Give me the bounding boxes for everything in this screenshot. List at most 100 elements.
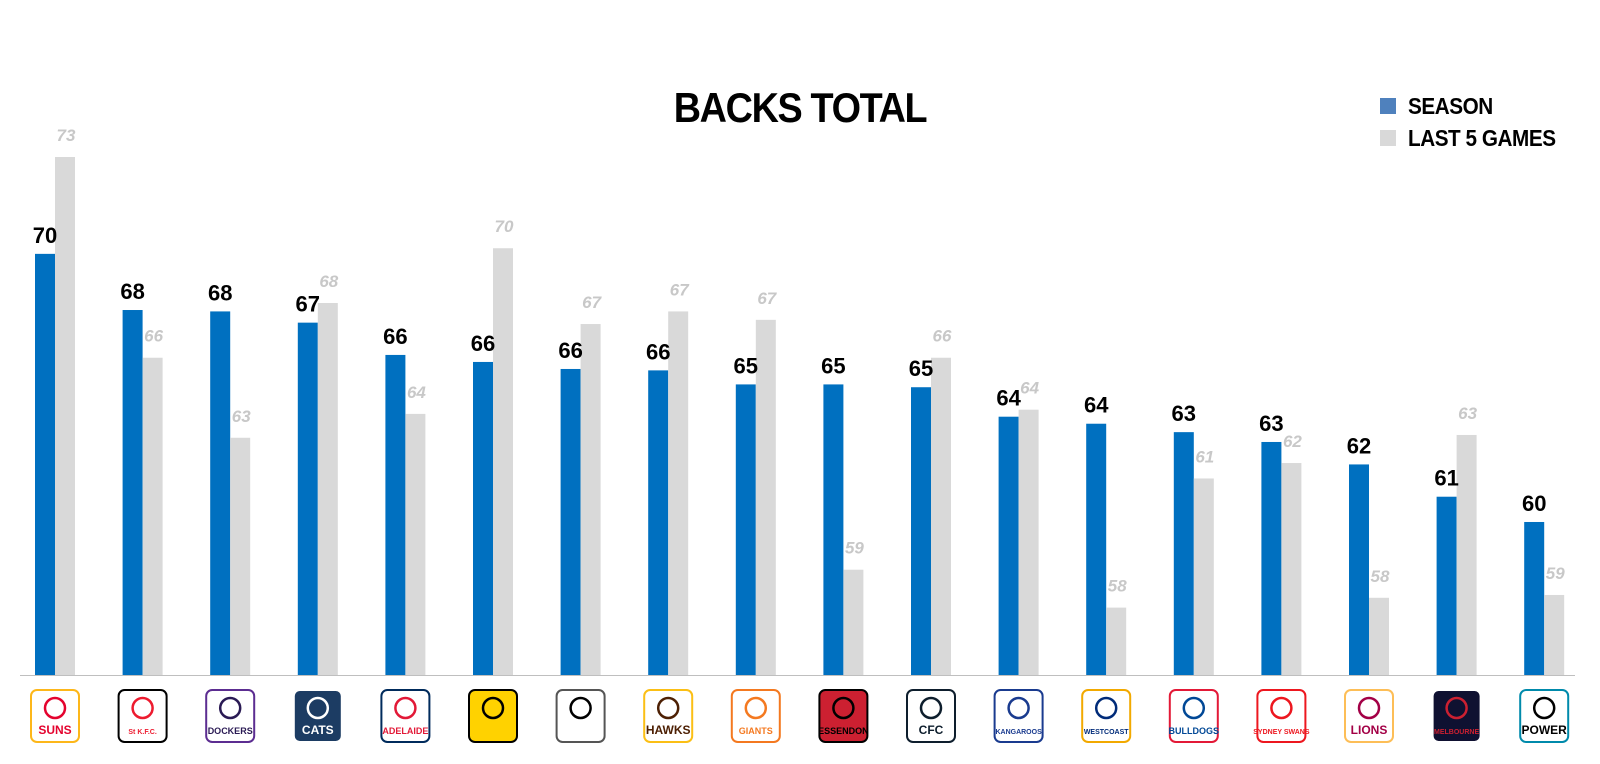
data-label-last5-11: 64	[1020, 379, 1039, 398]
chart-title: BACKS TOTAL	[673, 84, 928, 131]
team-logo-emblem-13	[1182, 696, 1206, 720]
data-label-season-4: 66	[383, 324, 407, 349]
data-label-last5-9: 59	[845, 539, 864, 558]
bar-last5-4	[405, 413, 426, 675]
data-label-last5-2: 63	[232, 407, 251, 426]
team-logo-badge-3	[292, 689, 343, 743]
team-logo-badge-7	[643, 689, 694, 743]
legend-label-last5: LAST 5 GAMES	[1408, 124, 1556, 151]
team-logo-emblem-1	[131, 696, 154, 720]
data-label-season-0: 70	[33, 223, 57, 248]
team-logo-7: HAWKS	[643, 689, 694, 743]
team-logo-badge-10	[906, 689, 956, 743]
team-logo-text-8: GIANTS	[739, 726, 773, 736]
data-label-last5-12: 58	[1108, 577, 1127, 596]
team-logo-12: WESTCOAST	[1081, 689, 1132, 743]
data-label-season-17: 60	[1522, 491, 1546, 516]
bar-season-15	[1349, 464, 1369, 675]
data-label-last5-6: 67	[582, 293, 602, 312]
legend-item-last5: LAST 5 GAMES	[1380, 122, 1572, 154]
team-logo-text-1: St K.F.C.	[128, 729, 156, 736]
team-logo-emblem-10	[919, 696, 943, 720]
data-label-season-6: 66	[558, 338, 582, 363]
bar-season-6	[560, 368, 581, 675]
data-label-last5-7: 67	[670, 280, 690, 299]
team-logo-badge-8	[730, 689, 781, 743]
team-logo-emblem-7	[656, 696, 680, 720]
team-logo-17: POWER	[1519, 689, 1570, 743]
bar-season-9	[823, 384, 844, 675]
team-logo-emblem-4	[394, 696, 417, 720]
data-label-season-1: 68	[120, 279, 144, 304]
bar-season-4	[385, 354, 406, 675]
bar-last5-1	[142, 357, 163, 675]
team-logo-badge-16	[1431, 689, 1482, 743]
team-logo-emblem-16	[1445, 696, 1468, 720]
data-label-last5-17: 59	[1546, 564, 1565, 583]
data-label-last5-8: 67	[757, 289, 777, 308]
legend-swatch-season	[1380, 98, 1396, 114]
team-logo-text-12: WESTCOAST	[1084, 729, 1129, 736]
bar-season-5	[473, 361, 493, 675]
team-logo-13: BULLDOGS	[1168, 689, 1219, 743]
data-label-season-2: 68	[208, 280, 232, 305]
team-logo-emblem-6	[569, 696, 592, 720]
team-logo-badge-6	[555, 689, 606, 743]
team-logo-text-10: CFC	[919, 723, 944, 737]
team-logo-text-2: DOCKERS	[208, 726, 253, 736]
data-label-season-7: 66	[646, 339, 670, 364]
team-logo-text-7: HAWKS	[646, 723, 691, 737]
bar-last5-17	[1544, 594, 1565, 675]
team-logo-badge-1	[117, 689, 168, 743]
team-logo-15: LIONS	[1344, 689, 1394, 743]
team-logo-6	[555, 689, 606, 743]
data-label-last5-16: 63	[1458, 404, 1477, 423]
team-logo-2: DOCKERS	[205, 689, 256, 743]
team-logo-badge-9	[818, 689, 869, 743]
bar-last5-16	[1456, 434, 1477, 675]
bar-season-0	[35, 253, 55, 675]
team-logo-badge-12	[1081, 689, 1132, 743]
bar-last5-8	[755, 319, 776, 675]
bar-last5-13	[1193, 478, 1214, 675]
team-logo-emblem-2	[218, 696, 242, 720]
team-logo-text-15: LIONS	[1351, 723, 1388, 737]
bar-season-3	[297, 322, 318, 675]
team-logo-text-9: ESSENDON	[818, 726, 869, 736]
bar-last5-9	[843, 569, 864, 675]
bar-last5-15	[1369, 597, 1389, 675]
data-label-last5-10: 66	[933, 327, 952, 346]
bar-season-13	[1173, 432, 1194, 675]
team-logo-badge-4	[380, 689, 431, 743]
data-label-last5-1: 66	[144, 327, 163, 346]
data-label-last5-3: 68	[319, 272, 338, 291]
team-logo-badge-17	[1519, 689, 1570, 743]
bar-last5-2	[230, 437, 251, 675]
team-logo-emblem-8	[744, 696, 768, 720]
bar-last5-11	[1018, 409, 1039, 675]
data-label-last5-13: 61	[1195, 447, 1214, 466]
bar-last5-14	[1281, 463, 1302, 675]
data-label-season-13: 63	[1172, 401, 1196, 426]
data-label-season-8: 65	[734, 353, 758, 378]
team-logo-3: CATS	[292, 689, 343, 743]
team-logo-badge-11	[993, 689, 1044, 743]
team-logo-11: KANGAROOS	[993, 689, 1044, 743]
data-label-last5-14: 62	[1283, 432, 1302, 451]
team-logo-5	[468, 689, 518, 743]
bar-season-1	[122, 310, 143, 675]
team-logo-text-4: ADELAIDE	[382, 726, 428, 736]
bar-last5-10	[931, 357, 951, 675]
team-logo-text-16: MELBOURNE	[1434, 729, 1479, 736]
team-logo-badge-13	[1168, 689, 1219, 743]
team-logo-emblem-9	[832, 696, 855, 720]
bar-season-10	[911, 387, 931, 675]
bar-season-11	[998, 416, 1019, 675]
bar-last5-6	[580, 324, 601, 675]
team-logo-emblem-5	[481, 696, 505, 720]
team-logo-10: CFC	[906, 689, 956, 743]
team-logo-badge-15	[1344, 689, 1394, 743]
team-logo-emblem-11	[1007, 696, 1030, 720]
